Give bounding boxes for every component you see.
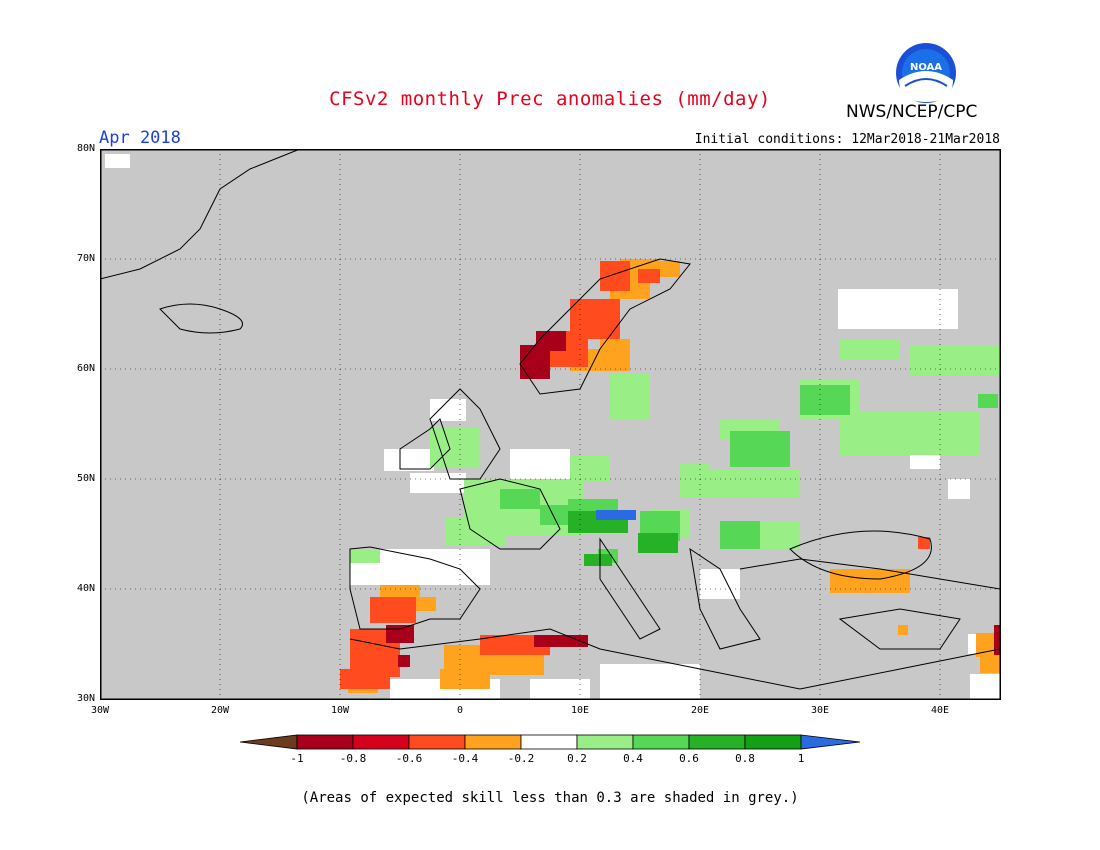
legend-tick: 1 xyxy=(797,752,805,765)
legend-tick: -0.6 xyxy=(395,752,423,765)
noaa-logo-text: NOAA xyxy=(910,62,942,73)
legend-box xyxy=(352,734,410,750)
lon-tick-label: 40E xyxy=(930,705,950,716)
legend-box xyxy=(576,734,634,750)
blue-area xyxy=(596,510,636,520)
legend-box xyxy=(520,734,578,750)
lon-tick-label: 20W xyxy=(210,705,230,716)
legend-box xyxy=(296,734,354,750)
legend-tick: 0.2 xyxy=(567,752,587,765)
legend-box xyxy=(744,734,802,750)
lon-tick-label: 10E xyxy=(570,705,590,716)
lat-tick-label: 50N xyxy=(76,473,95,484)
color-legend xyxy=(240,734,861,750)
lat-tick-label: 30N xyxy=(76,693,95,704)
map-panel xyxy=(100,149,1001,700)
legend-box xyxy=(632,734,690,750)
legend-box xyxy=(464,734,522,750)
lat-tick-label: 60N xyxy=(76,363,95,374)
agency-label: NWS/NCEP/CPC xyxy=(846,102,978,122)
legend-tick: -0.8 xyxy=(339,752,367,765)
lat-tick-label: 40N xyxy=(76,583,95,594)
legend-tick: -1 xyxy=(290,752,304,765)
ireland-uk xyxy=(399,418,451,470)
iceland xyxy=(159,303,243,334)
legend-box xyxy=(688,734,746,750)
italy xyxy=(599,537,661,640)
legend-arrow-right xyxy=(800,734,861,750)
lat-tick-label: 70N xyxy=(76,253,95,264)
initial-conditions: Initial conditions: 12Mar2018-21Mar2018 xyxy=(694,132,1000,147)
legend-tick: -0.4 xyxy=(451,752,479,765)
lon-tick-label: 30E xyxy=(810,705,830,716)
coastlines xyxy=(100,149,1001,690)
legend-tick: 0.4 xyxy=(623,752,643,765)
legend-tick: -0.2 xyxy=(507,752,535,765)
valid-month: Apr 2018 xyxy=(99,128,181,148)
black-sea-coast xyxy=(739,558,1001,590)
noaa-logo: NOAA xyxy=(896,43,956,103)
legend-box xyxy=(408,734,466,750)
lon-tick-label: 20E xyxy=(690,705,710,716)
lon-tick-label: 10W xyxy=(330,705,350,716)
footnote: (Areas of expected skill less than 0.3 a… xyxy=(301,790,799,806)
black-sea xyxy=(789,530,932,580)
legend-arrow-left xyxy=(240,734,298,750)
medium-green-areas xyxy=(500,385,998,563)
legend-tick: 0.6 xyxy=(679,752,699,765)
france xyxy=(459,478,561,550)
lon-tick-label: 30W xyxy=(90,705,110,716)
legend-tick: 0.8 xyxy=(735,752,755,765)
lon-tick-label: 0 xyxy=(456,705,464,716)
chart-title: CFSv2 monthly Prec anomalies (mm/day) xyxy=(329,88,771,110)
gridlines xyxy=(100,149,1001,700)
map-frame xyxy=(100,149,1001,700)
lat-tick-label: 80N xyxy=(76,143,95,154)
anatolia xyxy=(838,608,961,650)
red-orange-areas xyxy=(340,261,930,689)
